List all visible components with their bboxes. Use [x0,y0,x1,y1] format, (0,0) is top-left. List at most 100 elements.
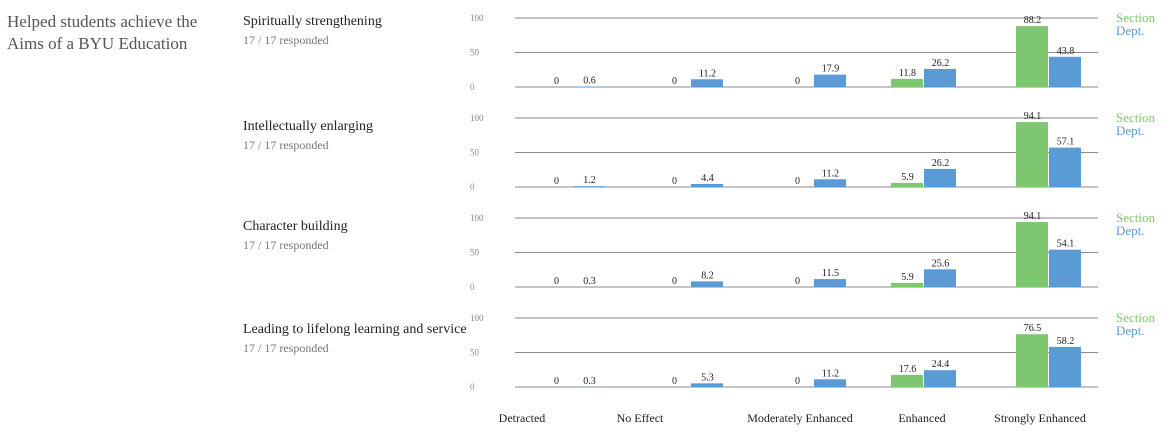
y-tick-label: 100 [470,313,484,323]
data-label: 24.4 [932,359,950,370]
y-tick-label: 50 [470,348,480,358]
data-label: 11.2 [699,68,716,79]
dept-bar [924,68,956,87]
responded-count: 17 / 17 responded [243,33,329,47]
data-label: 1.2 [583,175,596,186]
panel-title: Character building [243,219,348,234]
section-heading: Helped students achieve the Aims of a BY… [7,12,198,53]
legend-entry: Dept. [1116,23,1145,38]
data-label: 11.2 [822,368,839,379]
panel-title: Leading to lifelong learning and service [243,322,467,337]
dept-bar [814,379,846,387]
legend-entry: Dept. [1116,223,1145,238]
data-label: 5.9 [901,172,914,183]
section-bar [1016,122,1048,187]
section-bar [891,182,923,187]
dept-bar [924,168,956,187]
data-label: 11.8 [899,68,916,79]
data-label: 0 [554,376,559,387]
dept-bar [573,186,605,187]
data-label: 0 [795,176,800,187]
panel-label-spiritually: Spiritually strengthening 17 / 17 respon… [243,13,473,48]
category-label: Detracted [498,411,546,425]
section-bar [891,78,923,87]
section-bar [1016,334,1048,387]
data-label: 0 [554,76,559,87]
data-label: 94.1 [1024,111,1042,122]
data-label: 0.6 [583,76,596,87]
y-tick-label: 0 [470,382,475,392]
dept-bar [924,370,956,387]
dept-bar [1049,249,1081,287]
legend-entry: Section [1116,110,1155,125]
dept-bar [924,269,956,287]
data-label: 26.2 [932,58,950,69]
data-label: 26.2 [932,158,950,169]
y-tick-label: 100 [470,213,484,223]
category-label: No Effect [616,411,664,425]
panel-title: Spiritually strengthening [243,14,382,29]
y-tick-label: 0 [470,82,475,92]
data-label: 76.5 [1024,323,1042,334]
data-label: 0 [672,176,677,187]
dept-bar [814,179,846,187]
dept-bar [1049,346,1081,387]
section-bar [891,282,923,287]
data-label: 0 [554,176,559,187]
data-label: 5.3 [701,372,714,383]
dept-bar [1049,147,1081,187]
panel-title: Intellectually enlarging [243,119,373,134]
dept-bar [691,183,723,187]
data-label: 25.6 [932,258,950,269]
category-label: Enhanced [898,411,946,425]
data-label: 0 [795,376,800,387]
data-label: 94.1 [1024,211,1042,222]
responded-count: 17 / 17 responded [243,138,329,152]
y-tick-label: 50 [470,248,480,258]
data-label: 88.2 [1024,15,1042,26]
data-label: 17.6 [899,364,917,375]
section-bar [891,374,923,387]
responded-count: 17 / 17 responded [243,341,329,355]
data-label: 58.2 [1057,336,1075,347]
legend-entry: Section [1116,10,1155,25]
data-label: 0.3 [583,276,596,287]
data-label: 11.2 [822,168,839,179]
y-tick-label: 100 [470,113,484,123]
data-label: 17.9 [822,64,840,75]
data-label: 43.8 [1057,46,1075,57]
y-tick-label: 100 [470,13,484,23]
dept-bar [814,279,846,287]
y-tick-label: 0 [470,182,475,192]
dept-bar [691,281,723,287]
panel-label-lifelong: Leading to lifelong learning and service… [243,321,473,356]
panel-label-intellectually: Intellectually enlarging 17 / 17 respond… [243,118,473,153]
dept-bar [1049,56,1081,87]
data-label: 0 [554,276,559,287]
data-label: 57.1 [1057,137,1075,148]
data-label: 0 [672,276,677,287]
data-label: 0 [672,76,677,87]
data-label: 11.5 [822,268,839,279]
dept-bar [691,79,723,87]
legend-entry: Section [1116,210,1155,225]
data-label: 4.4 [701,173,714,184]
section-bar [1016,26,1048,88]
dept-bar [691,383,723,387]
data-label: 5.9 [901,272,914,283]
legend-entry: Dept. [1116,323,1145,338]
data-label: 0 [672,376,677,387]
y-tick-label: 0 [470,282,475,292]
data-label: 0.3 [583,376,596,387]
data-label: 0 [795,76,800,87]
panel-label-character: Character building 17 / 17 responded [243,218,473,253]
data-label: 8.2 [701,270,714,281]
data-label: 54.1 [1057,239,1075,250]
legend-entry: Section [1116,310,1155,325]
dept-bar [814,74,846,87]
data-label: 0 [795,276,800,287]
y-tick-label: 50 [470,48,480,58]
category-label: Moderately Enhanced [747,411,853,425]
responded-count: 17 / 17 responded [243,238,329,252]
